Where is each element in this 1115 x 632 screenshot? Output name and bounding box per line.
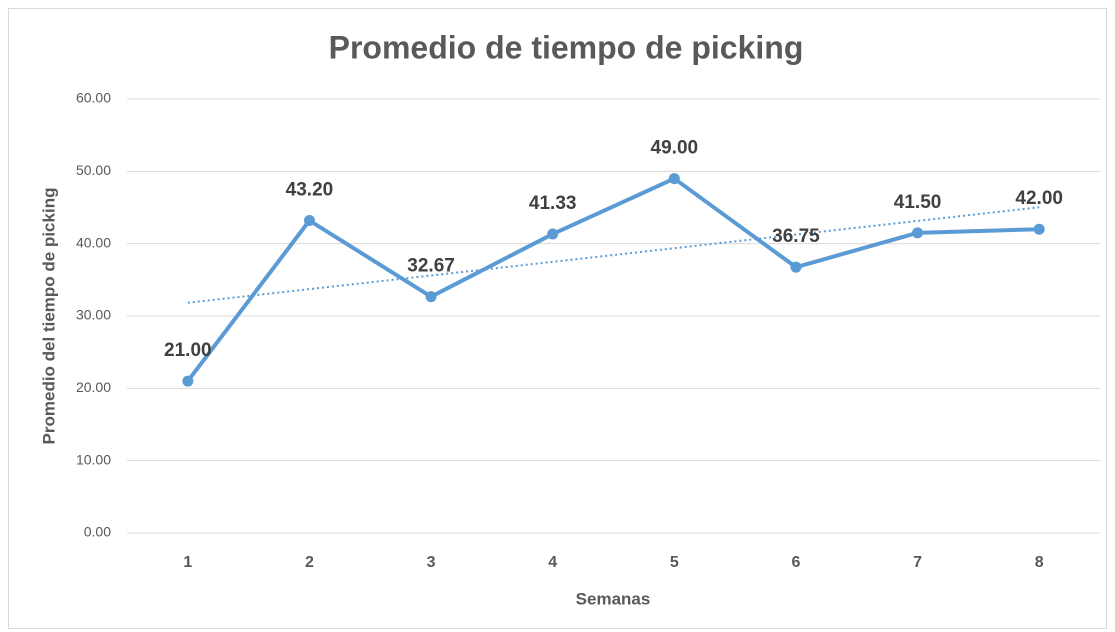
data-point	[303, 215, 315, 227]
y-tick-label: 40.00	[76, 234, 111, 250]
data-point	[547, 228, 559, 240]
data-label: 36.75	[772, 226, 820, 247]
data-label: 41.50	[894, 192, 942, 213]
data-point	[1033, 223, 1045, 235]
data-label: 21.00	[164, 340, 212, 361]
data-point	[912, 227, 924, 239]
x-tick-label: 7	[913, 554, 922, 571]
data-label: 41.33	[529, 193, 577, 214]
y-tick-label: 20.00	[76, 379, 111, 395]
chart-title: Promedio de tiempo de picking	[329, 29, 804, 65]
data-label: 49.00	[651, 138, 699, 159]
y-tick-label: 60.00	[76, 90, 111, 106]
x-tick-label: 8	[1035, 554, 1044, 571]
x-tick-label: 6	[791, 554, 800, 571]
x-tick-label: 4	[548, 554, 557, 571]
x-tick-label: 2	[305, 554, 314, 571]
y-axis-label: Promedio del tiempo de picking	[39, 188, 58, 445]
data-point	[790, 261, 802, 273]
data-line	[186, 176, 1040, 383]
x-tick-label: 5	[670, 554, 679, 571]
data-label: 43.20	[286, 180, 334, 201]
data-point	[425, 291, 437, 303]
x-tick-label: 1	[183, 554, 192, 571]
chart-border	[8, 8, 1107, 629]
data-label: 32.67	[407, 256, 455, 277]
y-tick-label: 10.00	[76, 451, 111, 467]
x-axis-label: Semanas	[576, 589, 651, 608]
y-tick-label: 0.00	[84, 524, 111, 540]
data-point	[668, 173, 680, 185]
y-tick-label: 50.00	[76, 162, 111, 178]
x-tick-label: 3	[427, 554, 436, 571]
data-label: 42.00	[1015, 188, 1063, 209]
y-tick-label: 30.00	[76, 307, 111, 323]
data-point	[182, 375, 194, 387]
